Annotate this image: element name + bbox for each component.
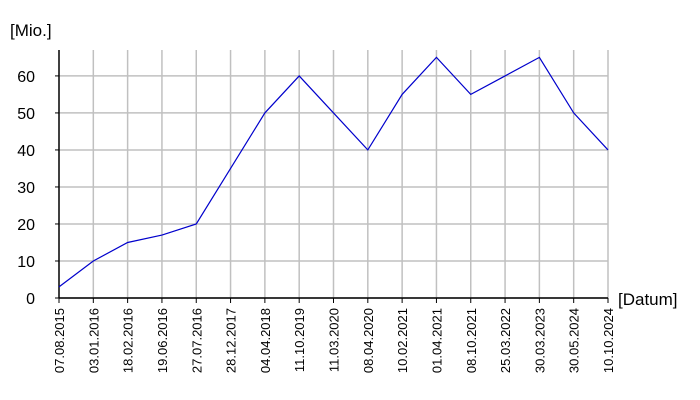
x-tick-label: 03.01.2016 — [86, 308, 101, 373]
x-tick-label: 27.07.2016 — [189, 308, 204, 373]
x-tick-label: 30.05.2024 — [567, 308, 582, 373]
y-tick-label: 20 — [17, 217, 35, 234]
x-tick-label: 28.12.2017 — [224, 308, 239, 373]
x-tick-label: 07.08.2015 — [52, 308, 67, 373]
x-tick-label: 25.03.2022 — [498, 308, 513, 373]
x-tick-label: 01.04.2021 — [429, 308, 444, 373]
line — [58, 56, 609, 288]
x-tick-label: 11.03.2020 — [327, 308, 342, 372]
x-tick-label: 10.10.2024 — [601, 308, 616, 373]
y-tick-label: 30 — [17, 180, 35, 197]
y-tick-label: 10 — [17, 254, 35, 271]
x-axis-label: [Datum] — [618, 290, 678, 309]
x-tick-label: 19.06.2016 — [155, 308, 170, 373]
y-tick-label: 50 — [17, 106, 35, 123]
x-tick-label: 10.02.2021 — [395, 308, 410, 373]
x-tick-label: 18.02.2016 — [121, 308, 136, 373]
x-tick-label: 04.04.2018 — [258, 308, 273, 373]
y-axis-unit: [Mio.] — [10, 21, 52, 40]
y-tick-label: 40 — [17, 143, 35, 160]
x-tick-label: 08.10.2021 — [464, 308, 479, 373]
x-tick-label: 30.03.2023 — [532, 308, 547, 373]
y-tick-label: 0 — [26, 291, 35, 308]
x-tick-label: 08.04.2020 — [361, 308, 376, 373]
x-tick-label: 11.10.2019 — [292, 308, 307, 372]
y-tick-label: 60 — [17, 69, 35, 86]
